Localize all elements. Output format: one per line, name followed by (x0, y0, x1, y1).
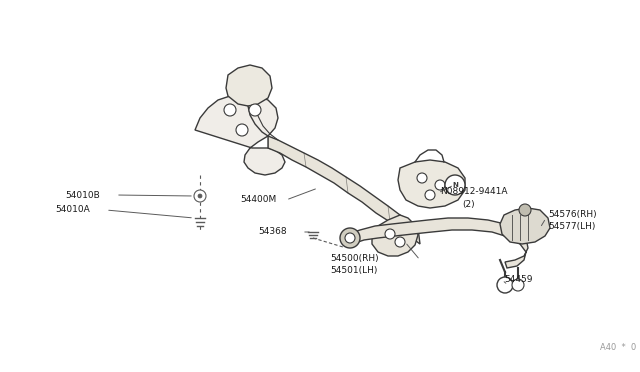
Polygon shape (268, 136, 420, 244)
Circle shape (236, 124, 248, 136)
Text: 54501(LH): 54501(LH) (330, 266, 378, 275)
Circle shape (224, 104, 236, 116)
Polygon shape (226, 65, 272, 106)
Text: A40  *  0: A40 * 0 (600, 343, 636, 353)
Circle shape (445, 175, 465, 195)
Circle shape (340, 228, 360, 248)
Circle shape (345, 233, 355, 243)
Polygon shape (195, 95, 285, 175)
Circle shape (435, 180, 445, 190)
Circle shape (198, 194, 202, 198)
Circle shape (249, 104, 261, 116)
Circle shape (497, 277, 513, 293)
Text: (2): (2) (462, 199, 475, 208)
Text: 54400M: 54400M (240, 196, 276, 205)
Circle shape (194, 190, 206, 202)
Circle shape (519, 204, 531, 216)
Text: N: N (452, 182, 458, 188)
Text: N08912-9441A: N08912-9441A (440, 187, 508, 196)
Circle shape (512, 279, 524, 291)
Circle shape (425, 190, 435, 200)
Circle shape (385, 229, 395, 239)
Text: 54576(RH): 54576(RH) (548, 209, 596, 218)
Text: 54577(LH): 54577(LH) (548, 221, 595, 231)
Text: 54459: 54459 (504, 276, 532, 285)
Polygon shape (348, 218, 528, 268)
Text: 54500(RH): 54500(RH) (330, 253, 379, 263)
Text: 54010B: 54010B (65, 190, 100, 199)
Text: 54010A: 54010A (55, 205, 90, 215)
Text: 54368: 54368 (258, 228, 287, 237)
Circle shape (395, 237, 405, 247)
Polygon shape (500, 208, 550, 244)
Polygon shape (398, 160, 465, 208)
Circle shape (417, 173, 427, 183)
Polygon shape (372, 215, 418, 256)
